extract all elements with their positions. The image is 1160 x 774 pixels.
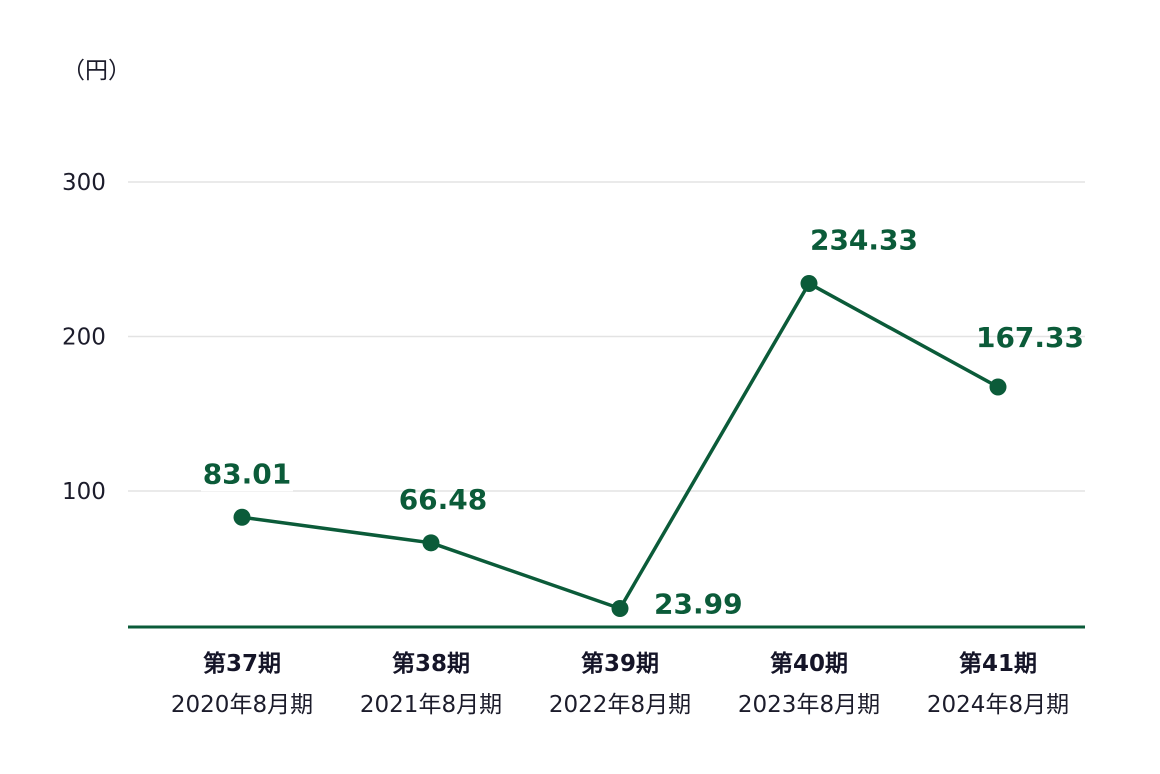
data-label: 83.01 [203, 457, 292, 490]
x-tick-label-fiscal: 2024年8月期 [927, 692, 1069, 718]
grid-layer: 100 200 300 [62, 170, 1085, 629]
data-point [989, 378, 1007, 396]
data-point [611, 599, 629, 617]
y-tick-label: 100 [62, 479, 106, 505]
x-tick-label-fiscal: 2021年8月期 [360, 692, 502, 718]
data-point [422, 534, 440, 552]
data-label: 167.33 [976, 321, 1084, 354]
data-label: 23.99 [654, 587, 743, 620]
y-unit-label: （円） [62, 58, 131, 84]
x-tick-label-fiscal: 2020年8月期 [171, 692, 313, 718]
x-tick-label-period: 第39期 [581, 650, 659, 677]
x-tick-label-period: 第41期 [959, 650, 1037, 677]
series-layer [233, 274, 1007, 617]
series-line [240, 281, 1000, 611]
data-label-layer: 83.01 66.48 23.99 234.33 167.33 [201, 223, 1084, 620]
x-tick-label-fiscal: 2022年8月期 [549, 692, 691, 718]
data-label: 66.48 [399, 483, 488, 516]
data-label-background [201, 457, 293, 492]
data-label: 234.33 [810, 223, 918, 256]
category-axis: 第37期 2020年8月期 第38期 2021年8月期 第39期 2022年8月期 第40期… [171, 650, 1069, 718]
data-point [233, 508, 251, 526]
x-tick-label-period: 第40期 [770, 650, 848, 677]
data-point [800, 274, 818, 292]
y-tick-label: 200 [62, 325, 106, 351]
y-tick-label: 300 [62, 170, 106, 196]
x-tick-label-period: 第37期 [203, 650, 281, 677]
x-tick-label-fiscal: 2023年8月期 [738, 692, 880, 718]
x-tick-label-period: 第38期 [392, 650, 470, 677]
